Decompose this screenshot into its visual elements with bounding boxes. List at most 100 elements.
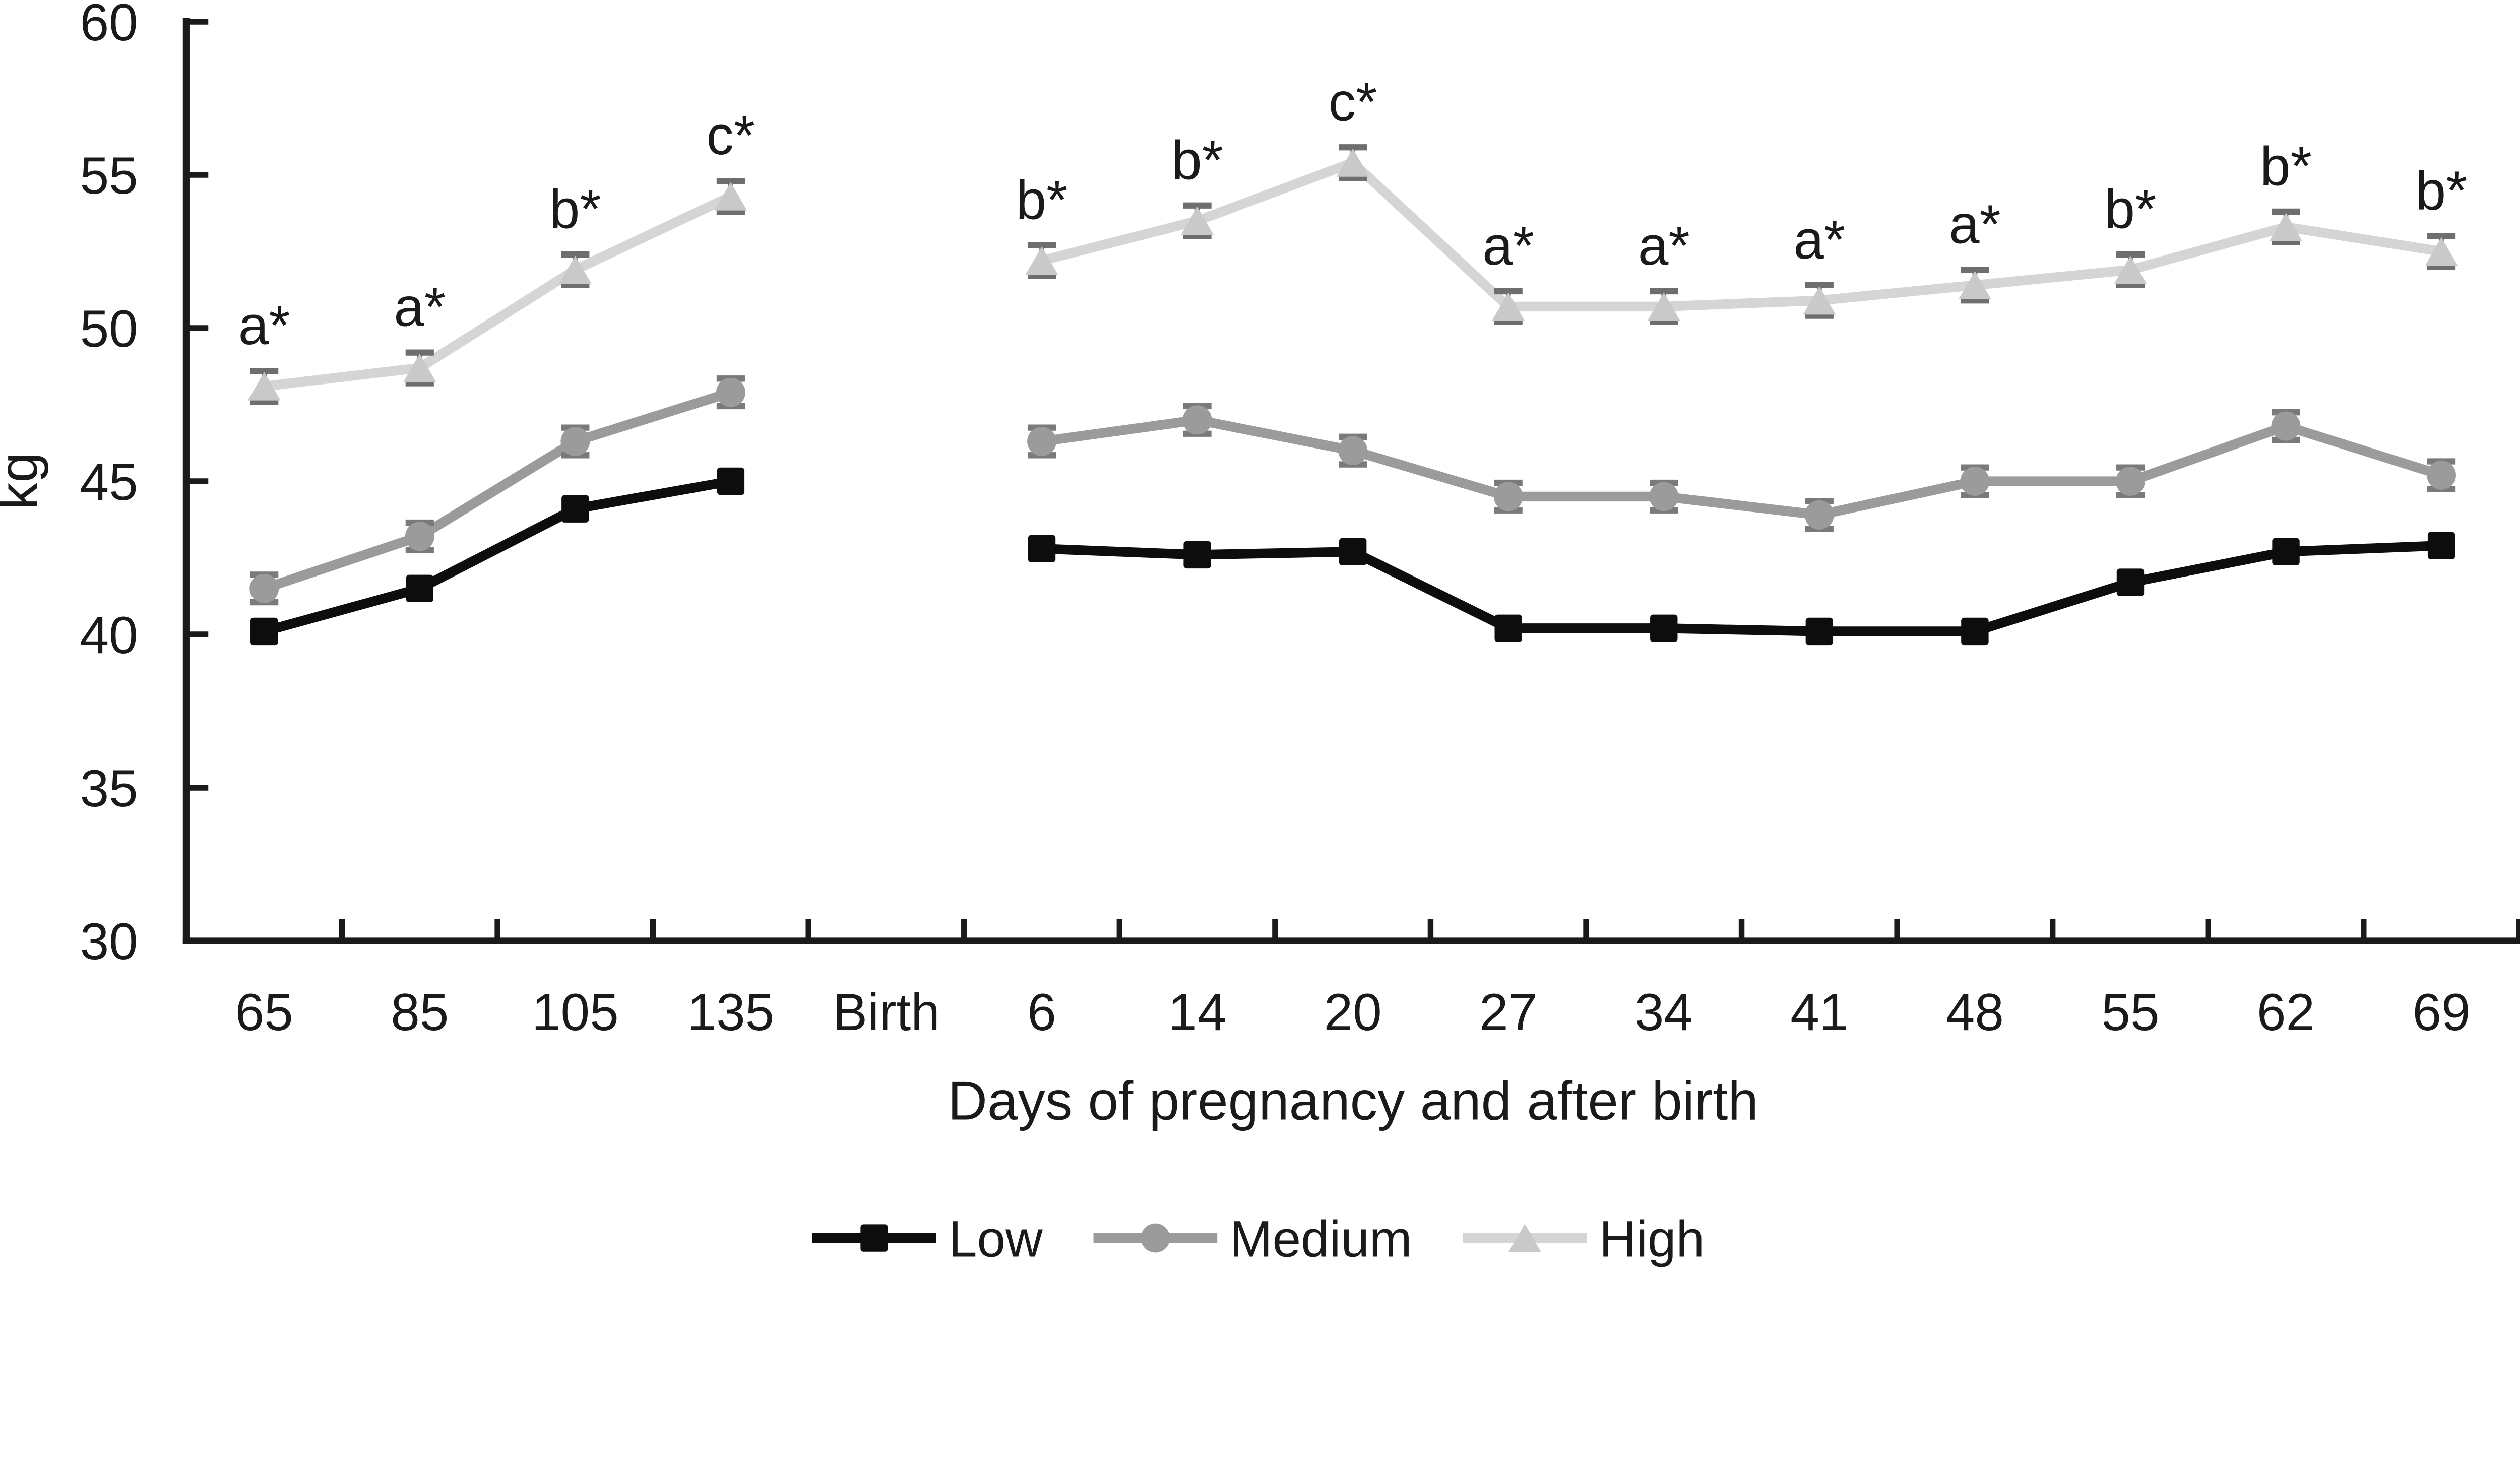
legend-high-triangle-icon: [1508, 1224, 1541, 1252]
marker-low-105: [561, 495, 589, 523]
marker-low-85: [406, 574, 433, 602]
marker-low-27: [1494, 614, 1522, 643]
annotation-20: c*: [1329, 72, 1377, 133]
x-tick-label-69: 69: [2413, 983, 2471, 1041]
marker-low-14: [1183, 541, 1211, 569]
legend-low-square-icon: [860, 1224, 888, 1252]
x-tick-label-135: 135: [687, 983, 775, 1041]
marker-low-55: [2116, 568, 2145, 596]
legend-label-low: Low: [949, 1210, 1043, 1267]
marker-medium-14: [1182, 405, 1212, 435]
annotation-65: a*: [238, 295, 290, 356]
marker-high-48: [1958, 271, 1991, 299]
legend-medium-circle-icon: [1141, 1223, 1170, 1253]
annotation-14: b*: [1171, 130, 1223, 191]
marker-high-85: [403, 353, 436, 382]
annotation-55: b*: [2105, 179, 2157, 240]
series-low-line: [259, 476, 2446, 636]
marker-low-62: [2272, 538, 2300, 566]
marker-medium-20: [1338, 436, 1368, 466]
marker-low-48: [1961, 617, 1989, 646]
marker-low-6: [1028, 535, 1056, 562]
x-tick-label-55: 55: [2101, 983, 2159, 1041]
marker-high-20: [1336, 148, 1369, 177]
marker-medium-41: [1804, 500, 1834, 530]
annotation-105: b*: [549, 179, 601, 240]
marker-low-65: [250, 617, 278, 646]
chart-figure: 30 35 40 45 50 55 60 65 85 105 135 Birth 6 14 20 27 34 41…: [0, 0, 2520, 1268]
marker-medium-55: [2116, 467, 2145, 496]
series-medium: [249, 375, 2456, 606]
marker-medium-135: [716, 377, 745, 407]
chart-legend: Low Medium High: [812, 1210, 1705, 1267]
weight-line-chart: 30 35 40 45 50 55 60 65 85 105 135 Birth 6 14 20 27 34 41…: [0, 0, 2520, 1268]
marker-medium-105: [560, 426, 590, 456]
marker-low-20: [1339, 538, 1367, 566]
series-high-line: [259, 158, 2446, 392]
marker-medium-48: [1960, 467, 1990, 496]
legend-item-high: High: [1463, 1210, 1705, 1267]
marker-medium-65: [249, 573, 279, 603]
marker-medium-34: [1649, 482, 1679, 511]
x-tick-label-Birth: Birth: [833, 983, 940, 1041]
annotation-62: b*: [2260, 136, 2312, 197]
legend-medium-marker-glyph: [1141, 1223, 1170, 1253]
y-tick-label-55: 55: [80, 146, 138, 205]
marker-high-27: [1492, 292, 1525, 321]
marker-high-105: [558, 255, 592, 284]
marker-low-34: [1650, 614, 1678, 643]
marker-high-65: [247, 372, 281, 401]
marker-high-6: [1025, 246, 1058, 275]
x-tick-label-62: 62: [2257, 983, 2315, 1041]
y-tick-label-45: 45: [80, 453, 138, 511]
x-tick-label-34: 34: [1635, 983, 1693, 1041]
y-tick-label-60: 60: [80, 0, 138, 51]
annotation-69: b*: [2416, 161, 2468, 222]
y-tick-label-40: 40: [80, 606, 138, 664]
marker-high-34: [1647, 292, 1680, 321]
annotation-27: a*: [1482, 216, 1534, 277]
y-tick-label-30: 30: [80, 912, 138, 971]
annotation-135: c*: [707, 105, 755, 166]
x-axis-title: Days of pregnancy and after birth: [948, 1070, 1758, 1131]
marker-high-135: [714, 182, 747, 211]
annotation-6: b*: [1016, 170, 1068, 231]
y-tick-label-35: 35: [80, 759, 138, 817]
marker-low-135: [717, 467, 745, 495]
legend-item-medium: Medium: [1093, 1210, 1412, 1267]
legend-low-marker-glyph: [860, 1224, 888, 1252]
marker-low-41: [1805, 617, 1834, 646]
series-high: [247, 144, 2458, 405]
x-tick-label-105: 105: [532, 983, 619, 1041]
annotation-85: a*: [394, 277, 446, 338]
marker-high-41: [1803, 286, 1836, 315]
legend-label-medium: Medium: [1230, 1210, 1412, 1267]
annotation-41: a*: [1793, 210, 1845, 271]
marker-medium-6: [1027, 426, 1056, 456]
marker-medium-27: [1493, 482, 1523, 511]
x-tick-label-41: 41: [1790, 983, 1848, 1041]
x-tick-label-48: 48: [1946, 983, 2004, 1041]
marker-medium-62: [2271, 411, 2301, 441]
series-medium-line: [259, 387, 2446, 594]
x-tick-label-85: 85: [391, 983, 449, 1041]
x-tick-label-6: 6: [1027, 983, 1056, 1041]
plot-area: 30 35 40 45 50 55 60 65 85 105 135 Birth 6 14 20 27 34 41…: [80, 0, 2520, 1041]
series-low: [250, 467, 2455, 646]
x-tick-label-20: 20: [1324, 983, 1382, 1041]
marker-high-62: [2270, 213, 2302, 241]
marker-high-55: [2114, 255, 2147, 284]
marker-medium-69: [2427, 460, 2456, 490]
y-tick-label-50: 50: [80, 299, 138, 358]
annotation-48: a*: [1949, 195, 2001, 255]
x-tick-label-14: 14: [1168, 983, 1226, 1041]
y-axis-title: kg: [0, 452, 49, 510]
x-tick-label-27: 27: [1479, 983, 1537, 1041]
marker-low-69: [2427, 532, 2455, 559]
legend-label-high: High: [1599, 1210, 1705, 1267]
annotation-34: a*: [1638, 216, 1690, 277]
marker-high-14: [1181, 207, 1214, 235]
x-tick-label-65: 65: [235, 983, 293, 1041]
marker-high-69: [2425, 237, 2458, 266]
legend-item-low: Low: [812, 1210, 1043, 1267]
